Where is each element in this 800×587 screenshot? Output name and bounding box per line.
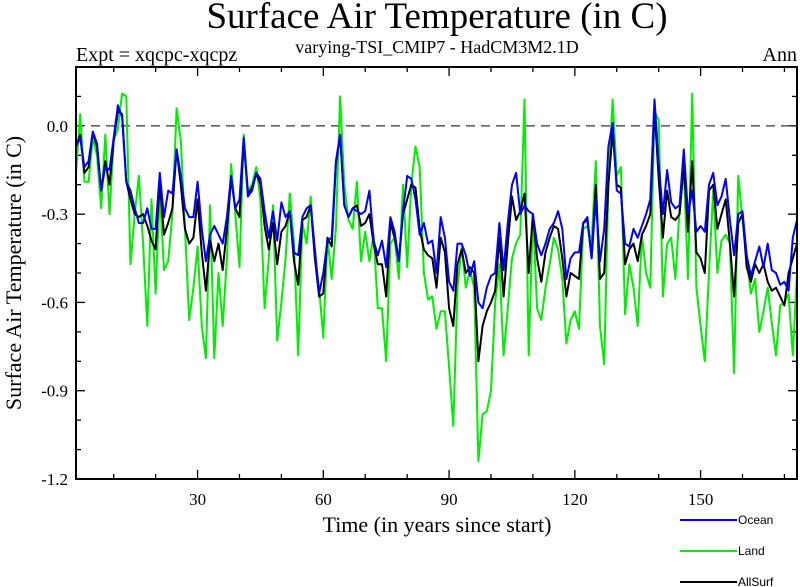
- model-label: varying-TSI_CMIP7 - HadCM3M2.1D: [295, 37, 579, 57]
- x-tick-label: 120: [562, 490, 588, 509]
- series-line-ocean: [75, 98, 798, 310]
- period-label: Ann: [763, 44, 797, 66]
- legend-label-land: Land: [738, 544, 765, 558]
- x-tick-label: 30: [189, 490, 206, 509]
- series-line-allsurf: [75, 107, 798, 363]
- legend-label-allsurf: AllSurf: [738, 575, 774, 587]
- y-tick-label: -0.6: [41, 293, 68, 312]
- y-tick-label: -0.3: [41, 205, 68, 224]
- experiment-label: Expt = xqcpc-xqcpz: [76, 44, 237, 66]
- legend: Ocean Land AllSurf: [680, 513, 774, 587]
- series-lines: [75, 92, 798, 463]
- x-tick-label: 150: [688, 490, 714, 509]
- x-tick-label: 60: [315, 490, 332, 509]
- y-tick-label: -1.2: [41, 470, 68, 489]
- y-tick-label: 0.0: [47, 117, 68, 136]
- series-line-land: [75, 92, 798, 463]
- legend-label-ocean: Ocean: [738, 513, 773, 527]
- x-axis-label: Time (in years since start): [323, 512, 552, 537]
- chart-title: Surface Air Temperature (in C): [206, 0, 667, 37]
- y-axis-label: Surface Air Temperature (in C): [1, 136, 26, 410]
- plot-frame: [75, 66, 798, 480]
- y-tick-label: -0.9: [41, 382, 68, 401]
- tick-labels: 30 60 90 120 150 0.0 -0.3 -0.6 -0.9 -1.2: [41, 117, 713, 509]
- x-tick-label: 90: [441, 490, 458, 509]
